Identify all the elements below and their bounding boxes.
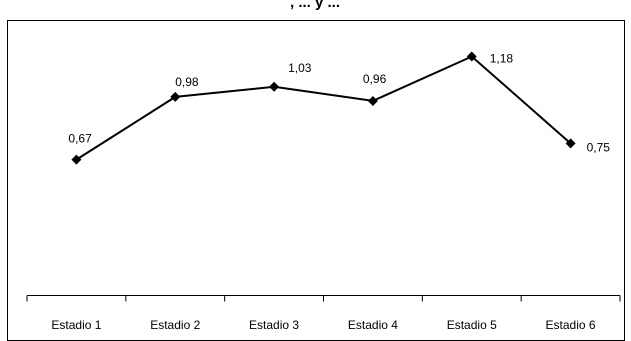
series-line [75,55,572,161]
data-point-marker [71,154,82,165]
x-tick-label: Estadio 6 [546,318,596,332]
data-point-marker [466,51,477,62]
data-point-marker [170,91,181,102]
data-label: 1,18 [490,51,514,65]
data-label: 0,67 [68,132,92,146]
x-tick-label: Estadio 2 [150,318,200,332]
plot-area-frame [7,20,625,341]
data-label: 0,75 [587,140,611,154]
data-point-marker [367,95,378,106]
data-point-marker [565,138,576,149]
data-label: 0,96 [363,72,387,86]
data-label: 1,03 [288,61,312,75]
chart-title-fragment: , ... y ... [290,0,340,11]
x-tick-label: Estadio 5 [447,318,497,332]
data-label: 0,98 [175,75,199,89]
data-point-marker [269,81,280,92]
x-tick-label: Estadio 3 [249,318,299,332]
x-tick-label: Estadio 4 [348,318,398,332]
x-tick-label: Estadio 1 [51,318,101,332]
